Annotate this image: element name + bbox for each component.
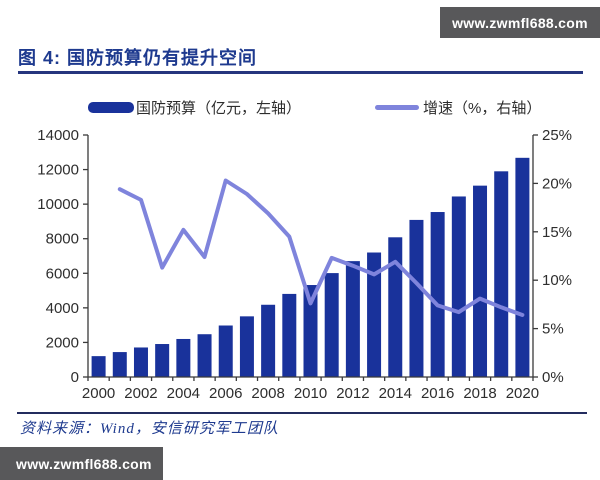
left-axis-tick-label: 2000	[46, 334, 79, 351]
chart-canvas: 020004000600080001000012000140000%5%10%1…	[37, 127, 572, 402]
bar-2010	[303, 285, 318, 377]
title-underline	[18, 71, 583, 74]
bar-2016	[430, 212, 445, 377]
chart-legend: 国防预算（亿元，左轴） 增速（%，右轴）	[88, 97, 541, 118]
left-axis-tick-label: 0	[71, 369, 79, 386]
left-axis-tick-label: 10000	[37, 196, 79, 213]
bar-2009	[282, 293, 297, 377]
bar-2020	[515, 157, 530, 377]
legend-line-swatch	[375, 105, 420, 110]
x-axis-year-label: 2000	[82, 385, 115, 402]
x-axis-year-label: 2018	[463, 385, 496, 402]
legend-line-label: 增速（%，右轴）	[423, 100, 542, 117]
x-axis-year-label: 2010	[294, 385, 327, 402]
x-axis-year-label: 2004	[167, 385, 200, 402]
left-axis-tick-label: 12000	[37, 162, 79, 179]
footer-divider	[17, 412, 587, 414]
legend-item-budget: 国防预算（亿元，左轴）	[88, 97, 301, 118]
data-source-note: 资料来源：Wind，安信研究军工团队	[20, 421, 279, 437]
bar-2004	[176, 338, 191, 377]
bar-2007	[239, 316, 254, 377]
bar-2011	[324, 273, 339, 377]
legend-item-growth: 增速（%，右轴）	[375, 97, 541, 118]
right-axis-tick-label: 10%	[542, 272, 572, 289]
figure-title: 图 4: 国防预算仍有提升空间	[18, 48, 258, 68]
left-axis-tick-label: 6000	[46, 265, 79, 282]
bar-2005	[197, 334, 212, 377]
x-axis-year-label: 2008	[251, 385, 284, 402]
x-axis-year-label: 2016	[421, 385, 454, 402]
watermark-badge-top: www.zwmfl688.com	[440, 7, 600, 38]
right-axis-tick-label: 20%	[542, 175, 572, 192]
legend-bar-swatch	[88, 102, 134, 113]
left-axis-tick-label: 8000	[46, 231, 79, 248]
x-axis-year-label: 2014	[379, 385, 412, 402]
right-axis-tick-label: 15%	[542, 224, 572, 241]
watermark-url-top: www.zwmfl688.com	[452, 14, 588, 31]
bar-2018	[473, 185, 488, 377]
bar-2012	[345, 261, 360, 377]
bar-2015	[409, 219, 424, 377]
bar-2006	[218, 325, 233, 377]
x-axis-year-label: 2002	[124, 385, 157, 402]
watermark-url-bottom: www.zwmfl688.com	[16, 455, 152, 472]
right-axis-tick-label: 0%	[542, 369, 564, 386]
growth-rate-line	[117, 178, 525, 317]
bar-2000	[91, 356, 106, 377]
x-axis-year-label: 2006	[209, 385, 242, 402]
right-axis-tick-label: 25%	[542, 127, 572, 144]
bar-2019	[494, 171, 509, 377]
bar-2001	[112, 352, 127, 377]
bar-2017	[451, 196, 466, 377]
bar-2014	[388, 237, 403, 377]
right-axis-tick-label: 5%	[542, 321, 564, 338]
bar-2008	[261, 304, 276, 377]
x-axis-year-label: 2020	[506, 385, 539, 402]
bar-2002	[133, 347, 148, 377]
left-axis-tick-label: 14000	[37, 127, 79, 144]
bar-2003	[155, 344, 170, 377]
watermark-badge-bottom: www.zwmfl688.com	[0, 447, 163, 480]
combo-chart: 0 2000 4000 6000 8000 10000 12000 14000 0% 5% 10% 1…	[0, 120, 600, 410]
left-axis-tick-label: 4000	[46, 300, 79, 317]
x-axis-year-label: 2012	[336, 385, 369, 402]
bar-2013	[367, 252, 382, 377]
legend-bar-label: 国防预算（亿元，左轴）	[136, 100, 302, 117]
